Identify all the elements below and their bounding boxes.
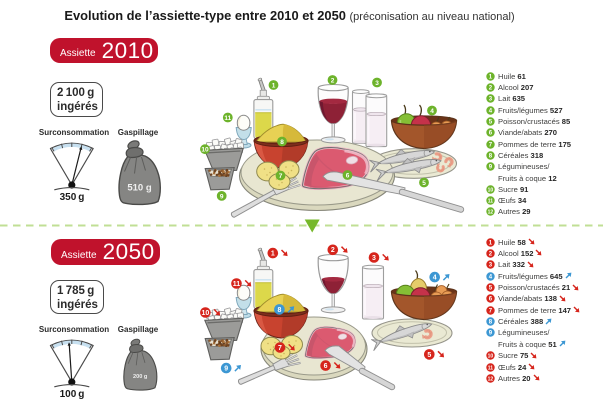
svg-text:5: 5 — [427, 352, 431, 359]
svg-text:3: 3 — [489, 263, 493, 269]
svg-text:200 g: 200 g — [133, 374, 148, 380]
svg-text:5: 5 — [489, 120, 493, 126]
svg-text:8: 8 — [277, 307, 281, 314]
svg-text:9: 9 — [224, 366, 228, 373]
svg-text:2: 2 — [331, 77, 335, 84]
svg-text:4: 4 — [433, 275, 437, 282]
svg-text:4: 4 — [430, 108, 434, 115]
svg-text:510 g: 510 g — [127, 183, 151, 194]
svg-text:1: 1 — [489, 74, 493, 80]
svg-text:10: 10 — [201, 147, 209, 154]
svg-text:1: 1 — [271, 251, 275, 258]
svg-text:2: 2 — [331, 247, 335, 254]
svg-text:6: 6 — [489, 131, 493, 137]
svg-text:8: 8 — [489, 320, 493, 326]
svg-text:10: 10 — [488, 187, 494, 193]
svg-text:11: 11 — [488, 198, 494, 204]
svg-text:11: 11 — [224, 115, 231, 122]
svg-text:7: 7 — [279, 173, 283, 180]
svg-text:12: 12 — [488, 376, 494, 382]
svg-text:3: 3 — [372, 255, 376, 262]
svg-text:7: 7 — [489, 308, 493, 314]
svg-text:4: 4 — [489, 274, 493, 280]
svg-text:4: 4 — [489, 108, 493, 114]
svg-text:8: 8 — [489, 154, 493, 160]
svg-text:2: 2 — [489, 86, 493, 92]
svg-text:3: 3 — [375, 80, 379, 87]
svg-text:6: 6 — [324, 363, 328, 370]
svg-text:9: 9 — [220, 193, 224, 200]
svg-text:12: 12 — [488, 210, 494, 216]
svg-text:8: 8 — [280, 139, 284, 146]
svg-text:2: 2 — [489, 252, 493, 258]
svg-text:3: 3 — [489, 97, 493, 103]
svg-text:5: 5 — [422, 180, 426, 187]
svg-text:5: 5 — [489, 286, 493, 292]
svg-text:10: 10 — [488, 353, 494, 359]
svg-text:6: 6 — [489, 297, 493, 303]
svg-text:1: 1 — [272, 82, 276, 89]
svg-text:9: 9 — [489, 165, 493, 171]
svg-text:7: 7 — [278, 345, 282, 352]
svg-text:9: 9 — [489, 331, 493, 337]
svg-text:1: 1 — [489, 240, 493, 246]
svg-text:6: 6 — [346, 172, 350, 179]
svg-text:11: 11 — [488, 365, 494, 371]
svg-text:11: 11 — [233, 281, 241, 288]
svg-text:7: 7 — [489, 142, 493, 148]
svg-text:10: 10 — [202, 310, 210, 317]
